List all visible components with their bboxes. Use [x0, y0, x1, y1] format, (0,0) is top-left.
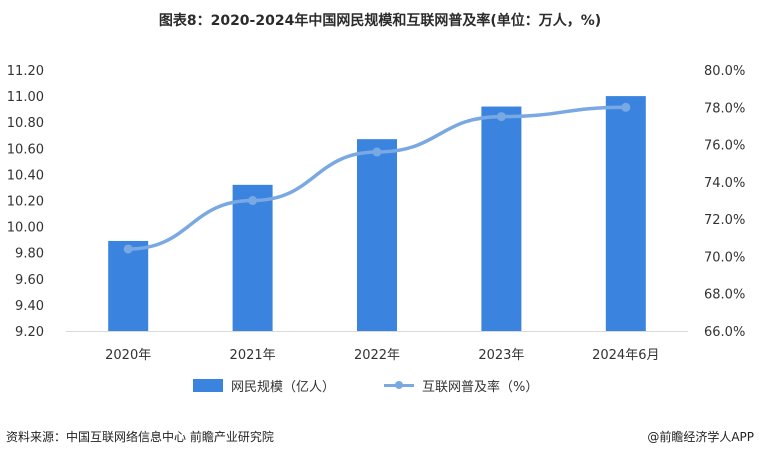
y-left-tick-label: 10.60: [7, 142, 44, 157]
line-point: [248, 196, 258, 205]
line-series: [126, 105, 628, 251]
bar: [108, 240, 149, 331]
line-point: [621, 102, 631, 112]
legend-label-line: 互联网普及率（%）: [422, 380, 539, 395]
y-left-tick-label: 10.20: [7, 195, 44, 210]
y-left-tick-label: 11.20: [7, 64, 44, 79]
y-right-tick-label: 72.0%: [704, 213, 745, 228]
x-tick-label: 2024年6月: [592, 348, 659, 363]
bar: [605, 96, 646, 331]
legend: 网民规模（亿人） 互联网普及率（%）: [0, 376, 760, 400]
chart-title: 图表8：2020-2024年中国网民规模和互联网普及率(单位：万人，%): [158, 13, 602, 29]
bar: [232, 184, 273, 331]
y-left-tick-label: 11.00: [7, 90, 44, 105]
x-tick-label: 2023年: [478, 348, 524, 363]
legend-item-bar: 网民规模（亿人）: [193, 376, 335, 395]
y-right-tick-label: 76.0%: [704, 139, 745, 154]
y-left-tick-label: 9.20: [15, 325, 44, 340]
y-right-tick-label: 68.0%: [704, 288, 745, 303]
legend-swatch-line: [384, 379, 414, 392]
y-right-tick-label: 70.0%: [704, 250, 745, 265]
legend-item-line: 互联网普及率（%）: [384, 376, 538, 395]
legend-label-bar: 网民规模（亿人）: [231, 380, 336, 395]
bar: [357, 139, 397, 331]
y-left-tick-label: 9.80: [15, 247, 44, 262]
y-right-tick-label: 74.0%: [704, 176, 745, 191]
y-left-tick-label: 10.80: [7, 116, 44, 131]
legend-swatch-bar: [193, 379, 223, 392]
y-right-tick-label: 80.0%: [704, 64, 745, 79]
y-right-tick-label: 78.0%: [704, 101, 745, 116]
line-point: [372, 147, 382, 157]
x-tick-label: 2021年: [230, 348, 276, 363]
y-left-tick-label: 9.60: [15, 273, 44, 288]
y-right-tick-label: 66.0%: [704, 325, 745, 340]
bar: [481, 106, 522, 331]
brand-credit: @前瞻经济学人APP: [647, 430, 754, 444]
y-left-tick-label: 10.40: [7, 168, 44, 183]
x-tick-label: 2020年: [105, 348, 151, 363]
source-note: 资料来源：中国互联网络信息中心 前瞻产业研究院: [6, 430, 274, 444]
line-point: [123, 244, 133, 254]
footer: 资料来源：中国互联网络信息中心 前瞻产业研究院 @前瞻经济学人APP: [6, 428, 754, 448]
x-tick-label: 2022年: [354, 348, 400, 363]
line-point: [496, 112, 506, 122]
y-left-tick-label: 9.40: [15, 299, 44, 314]
y-left-tick-label: 10.00: [7, 221, 44, 236]
